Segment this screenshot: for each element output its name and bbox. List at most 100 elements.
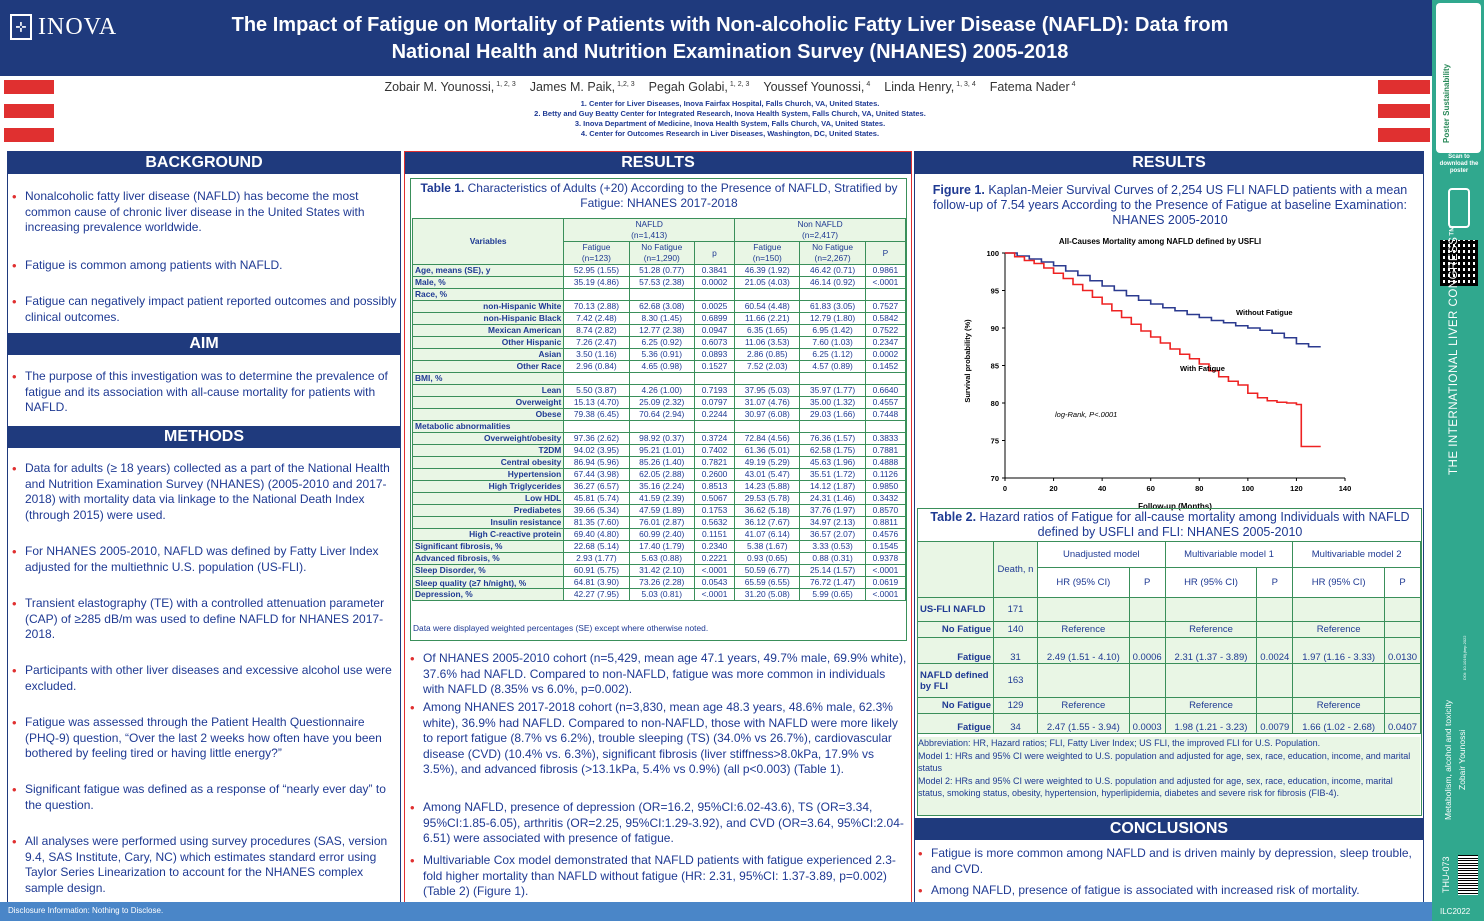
header-sub-label: p: [712, 247, 717, 258]
table-cell: 0.7881: [864, 444, 907, 457]
table-cell: 11.06 (3.53): [734, 336, 801, 349]
header-sub-label: No Fatigue: [641, 242, 683, 252]
table-cell: 85.26 (1.40): [628, 456, 695, 469]
header-sub-label: No Fatigue: [812, 242, 854, 252]
left-column: BACKGROUND: [7, 151, 401, 903]
table2-row: No Fatigue 140 Reference Reference Reference: [917, 621, 1421, 638]
table-cell: 37.95 (5.03): [734, 384, 801, 397]
table-cell: 42.27 (7.95): [563, 588, 630, 601]
methods-bullet: Data for adults (≥ 18 years) collected a…: [10, 461, 398, 523]
author-name: Zobair M. Younossi,: [384, 80, 495, 94]
table-cell: 62.68 (3.08): [628, 300, 695, 313]
chart-annotation: log-Rank, P<.0001: [1055, 410, 1117, 419]
table-row: Race, %: [411, 288, 907, 301]
header-sub-label: Fatigue: [753, 242, 782, 252]
table-cell: 0.2600: [693, 468, 736, 481]
table-cell: 98.92 (0.37): [628, 432, 695, 445]
table-cell: 0.1126: [864, 468, 907, 481]
death-count: 129: [993, 697, 1038, 714]
table-cell: <.0001: [864, 276, 907, 289]
results2-heading: RESULTS: [915, 152, 1423, 174]
author-name: Pegah Golabi,: [648, 80, 728, 94]
inova-logo-icon: ⊹: [10, 14, 32, 40]
header-subcolumn: P: [864, 241, 907, 265]
x-tick-label: 60: [1147, 484, 1155, 493]
y-tick-label: 100: [986, 249, 999, 258]
table-cell: Reference: [1164, 697, 1258, 714]
figure1-label: Figure 1.: [932, 183, 985, 197]
table-cell: 0.1545: [864, 540, 907, 553]
table-cell: 0.0002: [693, 276, 736, 289]
table-cell: 0.88 (0.31): [799, 552, 866, 565]
header-model: Multivariable model 1: [1164, 541, 1294, 568]
header-non-nafld: Non NAFLD (n=2,417): [734, 218, 906, 242]
table2-row: No Fatigue 129 Reference Reference Reference: [917, 697, 1421, 714]
table-cell: 60.54 (4.48): [734, 300, 801, 313]
y-tick-label: 90: [991, 324, 999, 333]
table-cell: 60.91 (5.75): [563, 564, 630, 577]
table-cell: 51.28 (0.77): [628, 264, 695, 277]
table-cell: 0.9850: [864, 480, 907, 493]
header-sub-n: (n=123): [581, 253, 611, 263]
row-label: Depression, %: [411, 588, 565, 601]
header-nafld-label: NAFLD: [635, 219, 663, 229]
table-row: Hypertension 67.44 (3.98) 62.05 (2.88) 0.26…: [411, 468, 907, 481]
table-cell: 6.95 (1.42): [799, 324, 866, 337]
table2-caption: Table 2. Hazard ratios of Fatigue for al…: [920, 510, 1420, 540]
affiliations: 1. Center for Liver Diseases, Inova Fair…: [300, 99, 1160, 139]
header-model: Multivariable model 2: [1292, 541, 1421, 568]
table-cell: 36.57 (2.07): [799, 528, 866, 541]
table-cell: 62.58 (1.75): [799, 444, 866, 457]
scan-text: Scan to download the poster: [1439, 154, 1479, 174]
table-row: Obese 79.38 (6.45) 70.64 (2.94) 0.2244 30.97…: [411, 408, 907, 421]
author-name: James M. Paik,: [529, 80, 616, 94]
header-subcolumn: Fatigue (n=123): [563, 241, 630, 265]
table-cell: 0.3432: [864, 492, 907, 505]
table-cell: 0.4557: [864, 396, 907, 409]
y-tick-label: 80: [991, 399, 999, 408]
table-cell: 0.5842: [864, 312, 907, 325]
table-cell: 76.01 (2.87): [628, 516, 695, 529]
row-label: Obese: [411, 408, 565, 421]
table2-caption-text: Hazard ratios of Fatigue for all-cause m…: [976, 510, 1410, 539]
table-cell: [628, 420, 695, 433]
table-row: Age, means (SE), y 52.95 (1.55) 51.28 (0.7…: [411, 264, 907, 277]
table-cell: [799, 288, 866, 301]
conclusions-heading: CONCLUSIONS: [915, 818, 1423, 840]
qr-code[interactable]: [1440, 240, 1478, 286]
table-cell: 3.33 (0.53): [799, 540, 866, 553]
table-cell: 81.35 (7.60): [563, 516, 630, 529]
table-cell: 7.60 (1.03): [799, 336, 866, 349]
table-row: High C-reactive protein 69.40 (4.80) 60.99…: [411, 528, 907, 541]
table-header-row: Fatigue (n=123) No Fatigue (n=1,290) p Fatigu…: [413, 241, 907, 265]
poster-title: The Impact of Fatigue on Mortality of Pa…: [160, 12, 1300, 66]
conclusion-bullet: Fatigue is more common among NAFLD and i…: [916, 846, 1420, 877]
header-p: P: [1128, 567, 1166, 598]
table-cell: 60.99 (2.40): [628, 528, 695, 541]
table-cell: 0.6073: [693, 336, 736, 349]
table-cell: 6.25 (1.12): [799, 348, 866, 361]
results-bullet: Multivariable Cox model demonstrated tha…: [408, 853, 908, 900]
table-cell: 0.0003: [1128, 713, 1166, 734]
row-label: Mexican American: [411, 324, 565, 337]
table-cell: 5.36 (0.91): [628, 348, 695, 361]
table-cell: 0.0619: [864, 576, 907, 589]
barcode: [1458, 855, 1478, 895]
table-cell: 0.7522: [864, 324, 907, 337]
table-cell: 0.0079: [1256, 713, 1294, 734]
table-cell: 39.66 (5.34): [563, 504, 630, 517]
row-label: Fatigue: [917, 637, 994, 664]
table-cell: 79.38 (6.45): [563, 408, 630, 421]
row-label: non-Hispanic Black: [411, 312, 565, 325]
table-cell: 0.7527: [864, 300, 907, 313]
x-tick-label: 20: [1049, 484, 1057, 493]
table-cell: [1128, 663, 1166, 698]
track-text: Metabolism, alcohol and toxicity: [1443, 699, 1453, 820]
table-cell: 35.00 (1.32): [799, 396, 866, 409]
header-p: P: [1384, 567, 1421, 598]
table-cell: 17.40 (1.79): [628, 540, 695, 553]
table-cell: 25.14 (1.57): [799, 564, 866, 577]
table-cell: 5.03 (0.81): [628, 588, 695, 601]
header-hr: HR (95% CI): [1164, 567, 1258, 598]
methods-bullet: Significant fatigue was defined as a res…: [10, 782, 398, 813]
